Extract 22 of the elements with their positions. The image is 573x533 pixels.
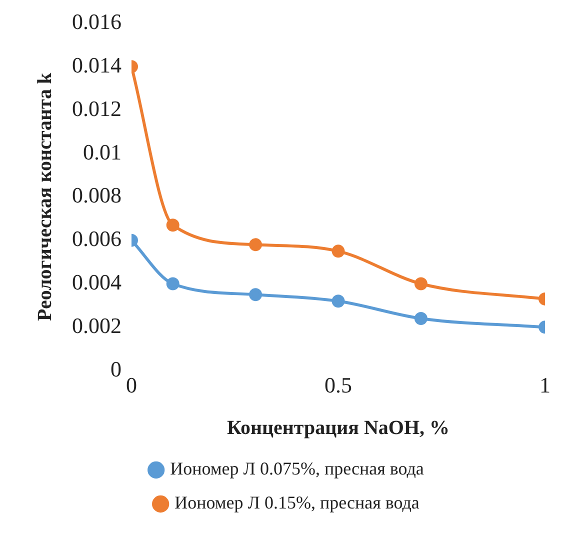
- y-tick-label: 0.002: [72, 312, 122, 338]
- y-tick-label: 0: [110, 356, 122, 382]
- y-tick-label: 0.008: [72, 182, 122, 208]
- x-tick-label: 0: [126, 372, 137, 398]
- legend-label: Иономер Л 0.15%, пресная вода: [174, 492, 420, 513]
- y-tick-label: 0.012: [72, 96, 122, 121]
- point: [249, 288, 262, 302]
- y-tick-label: 0.016: [72, 8, 122, 34]
- y-tick-label: 0.006: [72, 226, 122, 252]
- legend-label: Иономер Л 0.075%, пресная вода: [170, 458, 424, 479]
- y-tick-label: 0.014: [72, 52, 122, 78]
- point: [249, 238, 262, 252]
- x-tick-label: 1: [540, 372, 550, 398]
- point: [414, 277, 428, 290]
- y-axis-title: Реологическая константа k: [34, 72, 56, 321]
- y-tick-label: 0.01: [83, 139, 122, 164]
- point: [332, 294, 345, 308]
- x-axis-title: Концентрация NaOH, %: [226, 417, 450, 440]
- x-tick-label: 0.5: [324, 372, 352, 398]
- point: [414, 312, 428, 325]
- y-tick-label: 0.004: [72, 270, 122, 295]
- point: [332, 244, 345, 258]
